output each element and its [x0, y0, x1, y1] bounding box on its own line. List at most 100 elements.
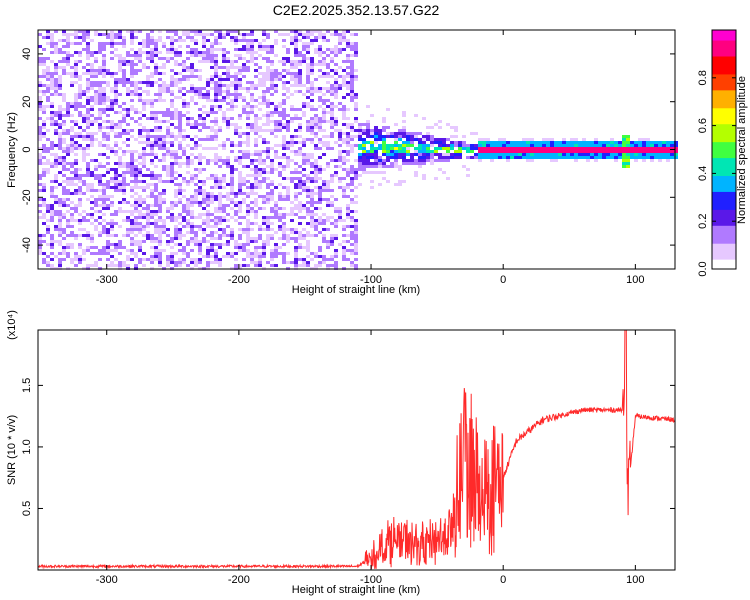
spectrogram-cell: [158, 90, 162, 93]
spectrogram-cell: [522, 156, 526, 159]
spectrogram-cell: [530, 147, 534, 150]
spectrogram-cell: [418, 165, 422, 168]
spectrogram-cell: [174, 96, 178, 99]
spectrogram-cell: [218, 198, 222, 201]
spectrogram-cell: [218, 156, 222, 159]
spectrogram-cell: [170, 123, 174, 126]
spectrogram-cell: [46, 228, 50, 231]
spectrogram-cell: [506, 153, 510, 156]
spectrogram-cell: [274, 192, 278, 195]
spectrogram-cell: [138, 156, 142, 159]
spectrogram-cell: [314, 174, 318, 177]
spectrogram-cell: [218, 105, 222, 108]
spectrogram-cell: [154, 237, 158, 240]
spectrogram-cell: [262, 222, 266, 225]
spectrogram-cell: [178, 165, 182, 168]
colorbar-segment: [712, 75, 736, 79]
spectrogram-cell: [290, 93, 294, 96]
spectrogram-cell: [134, 192, 138, 195]
spectrogram-cell: [170, 57, 174, 60]
spectrogram-cell: [214, 93, 218, 96]
spectrogram-cell: [330, 147, 334, 150]
spectrogram-cell: [210, 48, 214, 51]
spectrogram-cell: [238, 177, 242, 180]
spectrogram-cell: [182, 126, 186, 129]
spectrogram-cell: [190, 147, 194, 150]
spectrogram-cell: [242, 75, 246, 78]
spectrogram-cell: [222, 180, 226, 183]
spectrogram-cell: [382, 117, 386, 120]
spectrogram-cell: [98, 165, 102, 168]
spectrogram-cell: [166, 150, 170, 153]
spectrogram-cell: [506, 159, 510, 162]
spectrogram-cell: [134, 228, 138, 231]
spectrogram-cell: [178, 189, 182, 192]
spectrogram-cell: [214, 237, 218, 240]
spectrogram-cell: [130, 42, 134, 45]
spectrogram-cell: [350, 249, 354, 252]
spectrogram-cell: [274, 69, 278, 72]
spectrogram-cell: [254, 75, 258, 78]
spectrogram-cell: [346, 108, 350, 111]
spectrogram-cell: [282, 93, 286, 96]
spectrogram-cell: [98, 204, 102, 207]
spectrogram-cell: [170, 156, 174, 159]
spectrogram-cell: [282, 144, 286, 147]
spectrogram-cell: [194, 216, 198, 219]
spectrogram-cell: [666, 153, 670, 156]
spectrogram-cell: [366, 126, 370, 129]
spectrogram-cell: [70, 234, 74, 237]
spectrogram-cell: [74, 234, 78, 237]
spectrogram-cell: [626, 138, 630, 141]
spectrogram-cell: [138, 168, 142, 171]
spectrogram-cell: [54, 210, 58, 213]
spectrogram-cell: [98, 96, 102, 99]
spectrogram-cell: [302, 222, 306, 225]
spectrogram-cell: [134, 108, 138, 111]
spectrogram-cell: [122, 141, 126, 144]
spectrogram-cell: [294, 39, 298, 42]
spectrogram-cell: [38, 84, 42, 87]
spectrogram-cell: [170, 45, 174, 48]
spectrogram-cell: [58, 75, 62, 78]
spectrogram-cell: [50, 105, 54, 108]
spectrogram-cell: [554, 153, 558, 156]
spectrogram-cell: [318, 168, 322, 171]
spectrogram-cell: [118, 36, 122, 39]
spectrogram-cell: [54, 48, 58, 51]
spectrogram-cell: [238, 228, 242, 231]
spectrogram-cell: [282, 75, 286, 78]
spectrogram-cell: [354, 174, 358, 177]
spectrogram-cell: [82, 156, 86, 159]
spectrogram-cell: [278, 252, 282, 255]
spectrogram-cell: [606, 147, 610, 150]
spectrogram-cell: [546, 138, 550, 141]
spectrogram-cell: [150, 48, 154, 51]
spectrogram-cell: [250, 237, 254, 240]
spectrogram-cell: [242, 45, 246, 48]
spectrogram-cell: [330, 132, 334, 135]
spectrogram-cell: [338, 51, 342, 54]
spectrogram-cell: [366, 150, 370, 153]
spectrogram-cell: [186, 162, 190, 165]
spectrogram-cell: [70, 114, 74, 117]
spectrogram-cell: [342, 123, 346, 126]
spectrogram-cell: [174, 51, 178, 54]
spectrogram-cell: [622, 150, 626, 153]
spectrogram-cell: [142, 252, 146, 255]
spectrogram-cell: [486, 144, 490, 147]
spectrogram-cell: [314, 30, 318, 33]
spectrogram-cell: [150, 204, 154, 207]
spectrogram-cell: [182, 216, 186, 219]
spectrogram-cell: [98, 93, 102, 96]
spectrogram-cell: [278, 198, 282, 201]
spectrogram-cell: [74, 120, 78, 123]
y-tick-label: -20: [21, 189, 33, 205]
spectrogram-cell: [318, 33, 322, 36]
spectrogram-cell: [282, 252, 286, 255]
spectrogram-cell: [242, 33, 246, 36]
spectrogram-cell: [198, 78, 202, 81]
spectrogram-cell: [42, 105, 46, 108]
spectrogram-cell: [502, 141, 506, 144]
spectrogram-cell: [106, 36, 110, 39]
